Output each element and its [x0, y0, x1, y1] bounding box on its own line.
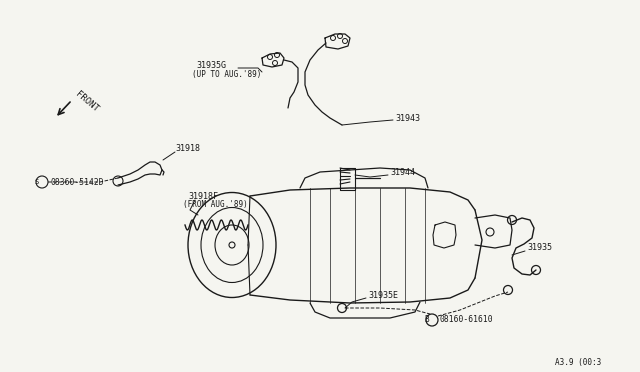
Text: 31918F: 31918F [188, 192, 218, 201]
Text: 31935E: 31935E [368, 292, 398, 301]
Text: (FROM AUG.'89): (FROM AUG.'89) [183, 199, 248, 208]
Text: 31935: 31935 [527, 244, 552, 253]
Text: A3.9 (00:3: A3.9 (00:3 [555, 357, 601, 366]
Text: S: S [35, 179, 39, 185]
Text: 31943: 31943 [395, 113, 420, 122]
Text: 08160-61610: 08160-61610 [440, 315, 493, 324]
Text: (UP TO AUG.'89): (UP TO AUG.'89) [192, 70, 261, 78]
Text: B: B [425, 315, 429, 324]
Text: 31935G: 31935G [196, 61, 226, 70]
Text: FRONT: FRONT [74, 90, 100, 114]
Text: 08360-5142D: 08360-5142D [50, 177, 104, 186]
Text: 31944: 31944 [390, 167, 415, 176]
Text: 31918: 31918 [175, 144, 200, 153]
